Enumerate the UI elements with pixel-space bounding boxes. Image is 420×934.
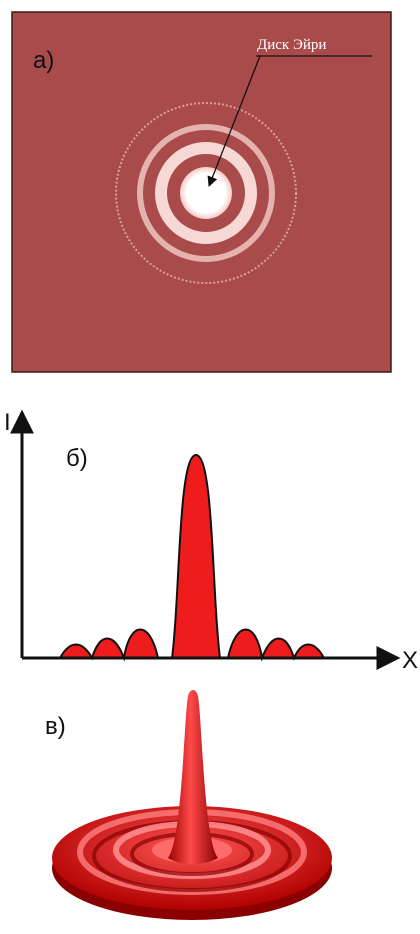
panel-label: в) — [45, 713, 66, 740]
figure: а) Диск Эйри I б) X в) — [0, 0, 420, 934]
axis-label: X — [402, 647, 418, 674]
intensity-curve — [60, 455, 324, 658]
panel-a: а) Диск Эйри — [12, 12, 391, 372]
central-peak — [168, 690, 218, 864]
panel-label: а) — [33, 47, 54, 74]
panel-label: б) — [66, 445, 88, 472]
panel-c: в) — [45, 690, 332, 920]
axis-label: I — [4, 409, 11, 436]
panel-b: I б) X — [4, 409, 418, 674]
airy-disk — [180, 167, 232, 219]
annotation: Диск Эйри — [257, 37, 326, 53]
